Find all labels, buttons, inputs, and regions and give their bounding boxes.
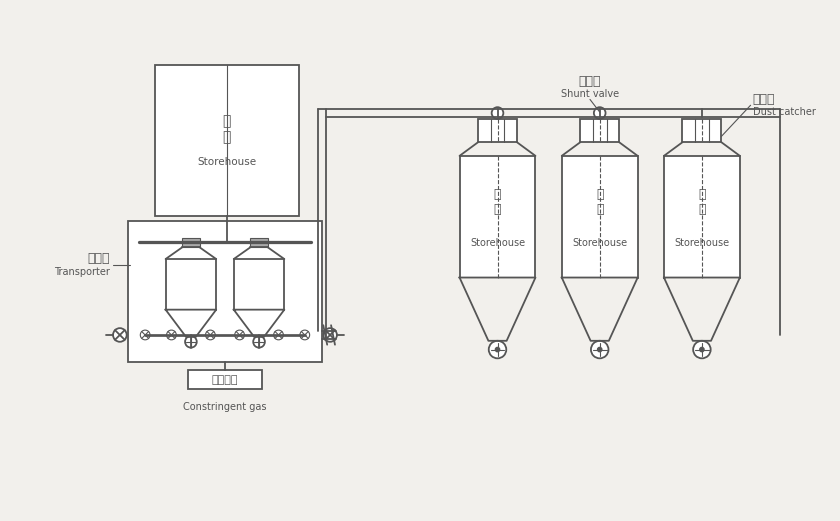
Circle shape [693, 341, 711, 358]
Bar [580, 119, 619, 142]
Bar [165, 259, 216, 309]
Circle shape [700, 348, 704, 352]
Circle shape [300, 330, 310, 340]
Circle shape [113, 328, 127, 342]
Bar [250, 238, 268, 247]
Bar [478, 119, 517, 142]
Text: Storehouse: Storehouse [572, 239, 627, 249]
Text: 料
仓: 料 仓 [494, 188, 501, 216]
Circle shape [323, 328, 337, 342]
Text: 除尘器: 除尘器 [753, 93, 775, 106]
Circle shape [594, 107, 606, 119]
Text: 料
仓: 料 仓 [596, 188, 603, 216]
Text: Storehouse: Storehouse [470, 239, 525, 249]
Bar [188, 370, 262, 390]
Circle shape [185, 336, 197, 348]
Circle shape [166, 330, 176, 340]
Text: 压缩气体: 压缩气体 [212, 375, 239, 384]
Circle shape [489, 341, 507, 358]
Text: Storehouse: Storehouse [675, 239, 729, 249]
Bar [155, 65, 299, 216]
Bar [682, 119, 722, 142]
Circle shape [598, 348, 601, 352]
Polygon shape [664, 278, 740, 341]
Text: Storehouse: Storehouse [197, 157, 256, 167]
Circle shape [253, 336, 265, 348]
Circle shape [496, 348, 500, 352]
Bar [234, 259, 285, 309]
Circle shape [234, 330, 244, 340]
Bar [664, 156, 740, 278]
Circle shape [491, 107, 503, 119]
Bar [128, 221, 323, 362]
Text: 分路阀: 分路阀 [579, 76, 601, 89]
Polygon shape [234, 309, 285, 337]
Bar [562, 156, 638, 278]
Bar [182, 238, 200, 247]
Text: 料
仓: 料 仓 [223, 114, 231, 144]
Text: Dust catcher: Dust catcher [753, 107, 816, 117]
Circle shape [140, 330, 150, 340]
Text: Constringent gas: Constringent gas [183, 402, 267, 412]
Circle shape [274, 330, 283, 340]
Polygon shape [165, 309, 216, 337]
Bar [459, 156, 535, 278]
Text: Transporter: Transporter [55, 267, 110, 277]
Text: Shunt valve: Shunt valve [561, 89, 619, 98]
Circle shape [206, 330, 215, 340]
Text: 料
仓: 料 仓 [698, 188, 706, 216]
Circle shape [591, 341, 608, 358]
Polygon shape [562, 278, 638, 341]
Text: 发送罐: 发送罐 [87, 252, 110, 265]
Polygon shape [459, 278, 535, 341]
